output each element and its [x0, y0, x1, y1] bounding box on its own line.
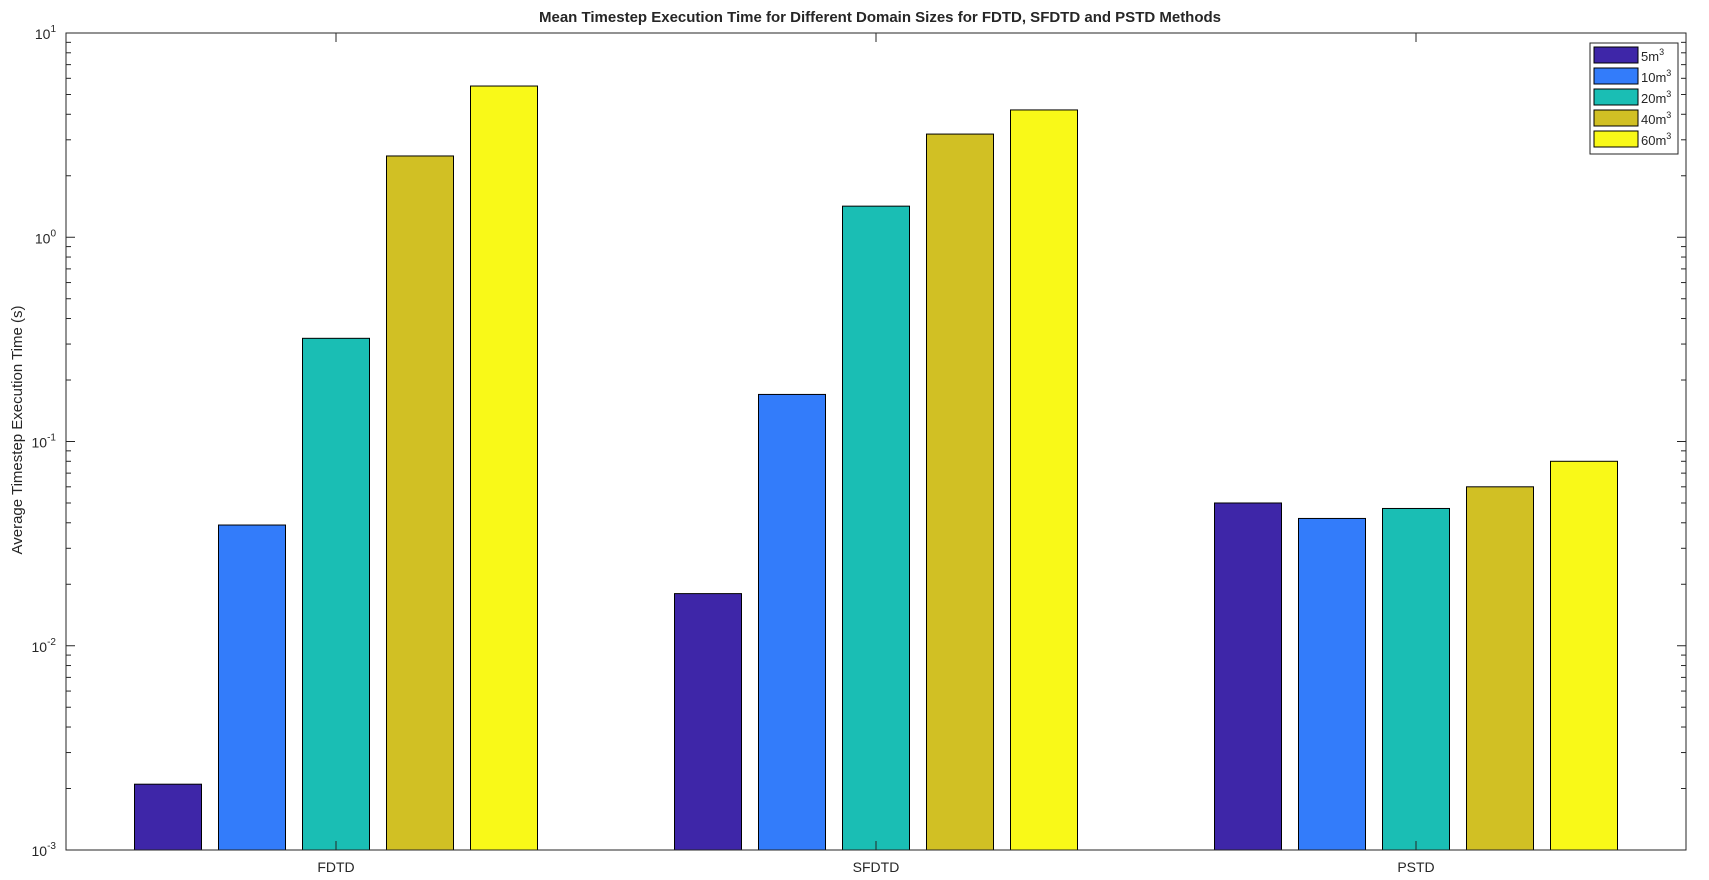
bar-20m3-PSTD — [1382, 507, 1450, 851]
legend-label-5m3: 5m3 — [1641, 47, 1664, 64]
bar-60m3-FDTD — [470, 85, 538, 851]
bar-5m3-FDTD — [134, 783, 202, 851]
legend-swatch-40m3 — [1593, 109, 1639, 127]
legend-label-10m3: 10m3 — [1641, 68, 1671, 85]
legend-swatch-20m3 — [1593, 88, 1639, 106]
bar-60m3-SFDTD — [1010, 109, 1078, 851]
bar-5m3-PSTD — [1214, 502, 1282, 851]
plot-area: 10-3 10-2 10-1 100 101 FDTD SFDTD PSTD 5m3 10m3 20… — [32, 24, 1687, 875]
x-tick-label: FDTD — [317, 859, 354, 875]
bar-60m3-PSTD — [1550, 460, 1618, 851]
chart-title: Mean Timestep Execution Time for Differe… — [539, 9, 1221, 26]
bar-20m3-SFDTD — [842, 205, 910, 851]
bar-10m3-SFDTD — [758, 393, 826, 851]
bar-40m3-FDTD — [386, 155, 454, 851]
legend-label-40m3: 40m3 — [1641, 110, 1671, 127]
bar-10m3-FDTD — [218, 524, 286, 851]
y-tick-label: 10-3 — [32, 841, 57, 859]
bar-10m3-PSTD — [1298, 517, 1366, 851]
bar-5m3-SFDTD — [674, 593, 742, 851]
y-axis-label: Average Timestep Execution Time (s) — [9, 306, 26, 555]
bar-40m3-SFDTD — [926, 133, 994, 851]
bar-20m3-FDTD — [302, 337, 370, 851]
y-tick-label: 10-1 — [32, 433, 57, 451]
x-tick-label: PSTD — [1397, 859, 1434, 875]
x-tick-label: SFDTD — [853, 859, 900, 875]
legend-swatch-60m3 — [1593, 130, 1639, 148]
y-tick-label: 10-2 — [32, 637, 57, 655]
legend-label-60m3: 60m3 — [1641, 131, 1671, 148]
y-tick-label: 101 — [35, 24, 57, 42]
legend-swatch-10m3 — [1593, 67, 1639, 85]
legend-swatch-5m3 — [1593, 46, 1639, 64]
bar-40m3-PSTD — [1466, 486, 1534, 851]
y-tick-label: 100 — [35, 228, 57, 246]
legend-label-20m3: 20m3 — [1641, 89, 1671, 106]
